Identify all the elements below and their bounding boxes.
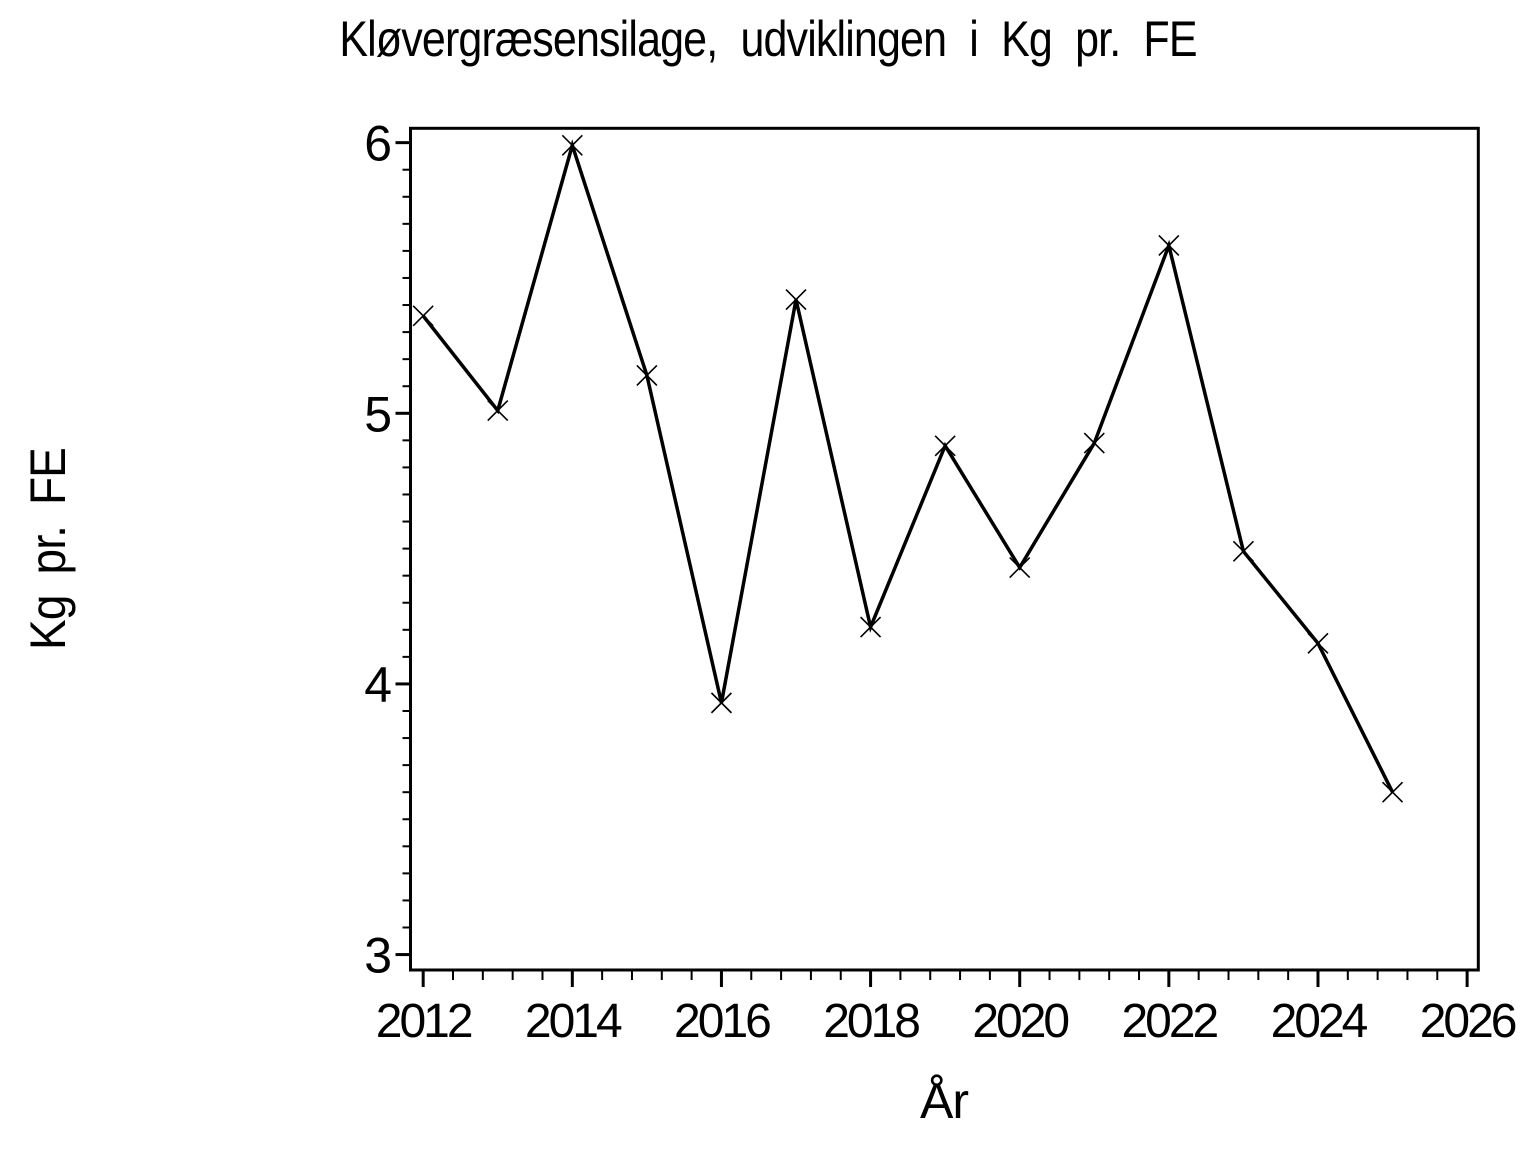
svg-text:3: 3: [364, 928, 391, 984]
x-axis-label: År: [920, 1073, 969, 1129]
svg-text:2022: 2022: [1121, 995, 1217, 1048]
svg-text:2018: 2018: [823, 995, 919, 1048]
svg-text:6: 6: [364, 116, 391, 172]
svg-text:2014: 2014: [525, 995, 622, 1048]
y-axis-label: Kg pr. FE: [20, 448, 76, 650]
data-series-line: [421, 139, 1395, 793]
svg-text:2020: 2020: [972, 995, 1068, 1048]
y-axis-ticks: [395, 141, 411, 957]
x-axis-ticks: [421, 970, 1469, 987]
svg-text:2026: 2026: [1420, 995, 1516, 1048]
svg-text:2012: 2012: [376, 995, 472, 1048]
svg-text:5: 5: [364, 386, 391, 442]
y-axis-tick-labels: 3 4 5 6: [364, 116, 392, 984]
chart-title: Kløvergræsensilage, udviklingen i Kg pr.…: [339, 11, 1197, 67]
x-axis-tick-labels: 2012 2014 2016 2018 2020 2022 2024 2026: [376, 995, 1519, 1048]
plot-frame: [409, 126, 1480, 972]
svg-text:2016: 2016: [674, 995, 770, 1048]
data-point-markers: [412, 134, 1404, 803]
svg-text:4: 4: [364, 657, 391, 713]
svg-text:2024: 2024: [1271, 995, 1368, 1048]
